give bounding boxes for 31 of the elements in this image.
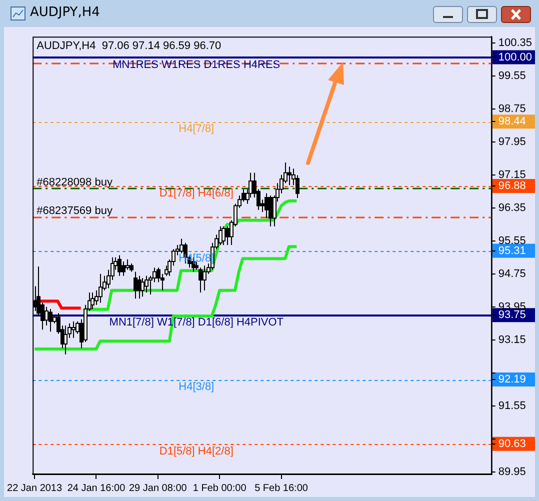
x-tick-label: 1 Feb 00:00 [192,482,247,494]
y-tick-label: 97.95 [498,136,526,148]
y-tick-label: 92.19 [498,374,526,386]
ref-line-label: D1[7/8] H4[6/8] [159,188,234,200]
y-tick-label: 96.35 [498,202,526,214]
ref-line-label: H4[7/8] [178,123,214,136]
annotation: #68237569 buy [36,204,113,217]
x-tick-label: 29 Jan 08:00 [128,482,188,494]
y-tick-label: 91.55 [498,400,526,412]
y-tick-label: 89.95 [498,466,526,478]
y-tick-label: 98.75 [498,102,526,115]
annotation: #68228098 buy [36,176,113,188]
x-tick-label: 5 Feb 16:00 [254,482,308,494]
y-tick-label: 100.35 [498,36,532,49]
chart-subtitle: AUDJPY,H4 97.06 97.14 96.59 96.70 [36,40,222,52]
y-tick-label: 97.15 [498,168,526,181]
y-tick-label: 93.15 [498,334,526,346]
ref-line-label: H4[3/8] [178,381,214,394]
x-tick-label: 22 Jan 2013 [7,482,62,494]
y-tick-label: 94.75 [498,268,526,280]
y-tick-label: 99.55 [498,70,526,82]
ref-line-label: D1[5/8] H4[2/8] [159,445,234,458]
chart-title: AUDJPY,H4 [30,5,100,20]
y-tick-label: 95.55 [498,234,526,247]
y-tick-label: 96.88 [498,180,526,192]
ref-line-label: MN1RES W1RES D1RES H4RES [112,58,280,71]
y-tick-label: 98.44 [498,116,526,128]
x-tick-label: 24 Jan 16:00 [67,482,126,494]
y-tick-label: 90.63 [498,438,526,450]
y-tick-label: 95.31 [498,244,526,257]
y-tick-label: 100.00 [498,51,532,64]
